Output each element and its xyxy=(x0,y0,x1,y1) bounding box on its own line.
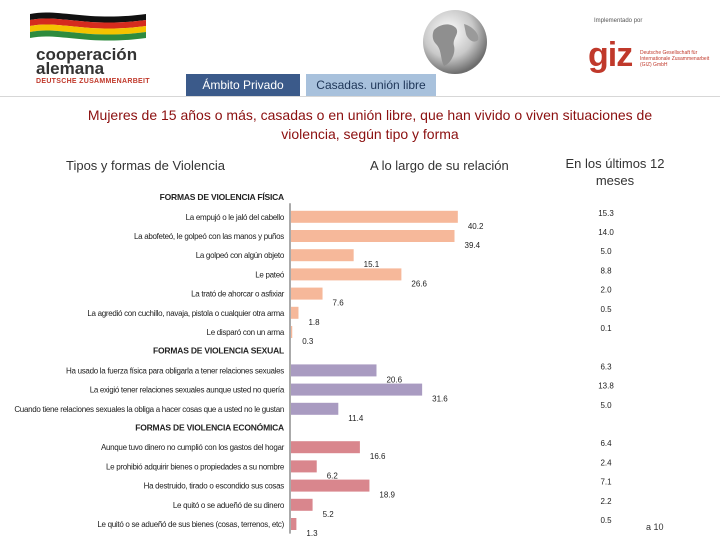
last12-value-label: 14.0 xyxy=(598,228,614,237)
bar xyxy=(291,460,317,473)
bar-value-label: 16.6 xyxy=(370,452,386,461)
german-bolivian-flag-logo xyxy=(30,12,146,41)
bar-value-label: 20.6 xyxy=(386,375,402,384)
column-header-tipos: Tipos y formas de Violencia xyxy=(66,158,225,173)
bar xyxy=(291,441,360,454)
group-heading: FORMAS DE VIOLENCIA SEXUAL xyxy=(153,346,284,356)
bar xyxy=(291,498,313,511)
giz-full-name: Deutsche Gesellschaft für Internationale… xyxy=(640,50,710,68)
coop-line2: alemana xyxy=(36,59,105,78)
bar xyxy=(291,479,370,492)
bar xyxy=(291,287,323,300)
globe-icon xyxy=(423,10,487,74)
last12-value-label: 15.3 xyxy=(598,209,614,218)
coop-line1: cooperación xyxy=(36,45,138,64)
bar xyxy=(291,306,299,319)
bar-value-label: 1.8 xyxy=(308,318,320,327)
bar-value-label: 18.9 xyxy=(379,491,395,500)
bar-label: La empujó o le jaló del cabello xyxy=(186,213,285,222)
bar-label: La abofeteó, le golpeó con las manos y p… xyxy=(134,232,284,241)
bar-value-label: 7.6 xyxy=(333,299,345,308)
bar-label: La exigió tener relaciones sexuales aunq… xyxy=(90,386,285,395)
bar-value-label: 6.2 xyxy=(327,471,339,480)
coop-sub: DEUTSCHE ZUSAMMENARBEIT xyxy=(36,78,150,85)
bar-label: Le disparó con un arma xyxy=(207,328,285,337)
bar xyxy=(291,230,455,242)
last12-value-label: 0.1 xyxy=(600,324,612,333)
bar xyxy=(291,518,297,530)
bar-label: Le quitó o se adueñó de su dinero xyxy=(173,501,285,510)
last12-value-label: 5.0 xyxy=(600,247,612,256)
group-heading: FORMAS DE VIOLENCIA FÍSICA xyxy=(160,192,284,202)
last12-value-label: 0.5 xyxy=(600,305,612,314)
chart-title: Mujeres de 15 años o más, casadas o en u… xyxy=(87,107,653,142)
page-number: a 10 xyxy=(646,522,664,532)
bar-label: Le pateó xyxy=(255,270,285,279)
group-heading: FORMAS DE VIOLENCIA ECONÓMICA xyxy=(135,421,284,432)
last12-value-label: 6.3 xyxy=(600,362,612,371)
implemented-by-label: Implementado por xyxy=(594,18,643,24)
bar-label: La trató de ahorcar o asfixiar xyxy=(191,290,284,299)
bar-value-label: 1.3 xyxy=(306,529,318,538)
last12-value-label: 2.2 xyxy=(600,497,612,506)
bar-label: Ha destruido, tirado o escondido sus cos… xyxy=(144,482,285,491)
header-divider xyxy=(0,96,720,97)
bar-value-label: 15.1 xyxy=(364,260,380,269)
bar-value-label: 0.3 xyxy=(302,337,314,346)
column-header-meses: En los últimos 12 meses xyxy=(565,156,665,188)
bar-label: Aunque tuvo dinero no cumplió con los ga… xyxy=(101,443,285,452)
bar xyxy=(291,402,339,415)
bar-value-label: 39.4 xyxy=(465,241,481,250)
tab-casadas-union-libre[interactable]: Casadas. unión libre xyxy=(306,74,436,96)
last12-value-label: 2.4 xyxy=(600,458,612,467)
bar-value-label: 5.2 xyxy=(323,510,335,519)
bar-label: La golpeó con algún objeto xyxy=(196,251,285,260)
bar xyxy=(291,383,423,396)
bar-label: Cuando tiene relaciones sexuales la obli… xyxy=(14,405,284,414)
bar-value-label: 11.4 xyxy=(348,414,364,423)
last12-value-label: 7.1 xyxy=(600,478,612,487)
last12-value-label: 13.8 xyxy=(598,382,614,391)
last12-value-label: 2.0 xyxy=(600,286,612,295)
bar-value-label: 40.2 xyxy=(468,222,484,231)
bar-value-label: 26.6 xyxy=(411,279,427,288)
bar-label: La agredió con cuchillo, navaja, pistola… xyxy=(87,309,284,318)
last12-value-label: 6.4 xyxy=(600,439,612,448)
bar-value-label: 31.6 xyxy=(432,395,448,404)
last12-value-label: 0.5 xyxy=(600,516,612,525)
bar xyxy=(291,326,293,338)
tab-ambito-privado[interactable]: Ámbito Privado xyxy=(186,74,300,96)
violence-bar-chart: FORMAS DE VIOLENCIA FÍSICA La empujó o le… xyxy=(14,192,614,538)
bar-label: Le quitó o se adueñó de sus bienes (cosa… xyxy=(97,520,284,529)
bar-label: Le prohibió adquirir bienes o propiedade… xyxy=(106,462,285,471)
giz-logo: giz xyxy=(588,36,633,74)
bar xyxy=(291,210,458,223)
bar xyxy=(291,249,354,262)
column-header-relacion: A lo largo de su relación xyxy=(370,158,509,173)
last12-value-label: 5.0 xyxy=(600,401,612,410)
bar-label: Ha usado la fuerza física para obligarla… xyxy=(66,366,284,375)
last12-value-label: 8.8 xyxy=(600,266,612,275)
bar xyxy=(291,364,377,377)
bar xyxy=(291,268,402,281)
